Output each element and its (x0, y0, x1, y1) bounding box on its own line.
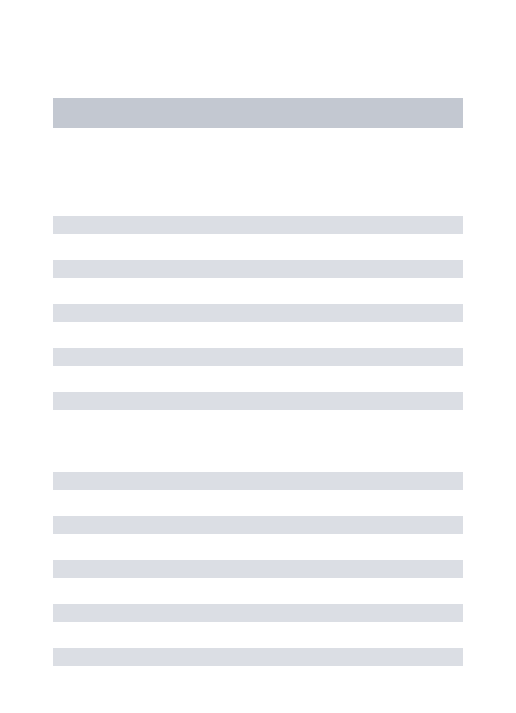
text-line-placeholder (53, 604, 463, 622)
text-line-placeholder (53, 472, 463, 490)
text-line-placeholder (53, 392, 463, 410)
text-line-placeholder (53, 260, 463, 278)
document-page (0, 0, 516, 713)
text-line-placeholder (53, 516, 463, 534)
text-line-placeholder (53, 560, 463, 578)
text-line-placeholder (53, 648, 463, 666)
header-placeholder (53, 98, 463, 128)
text-line-placeholder (53, 348, 463, 366)
section-gap (53, 436, 463, 472)
content-lines (53, 216, 463, 666)
text-line-placeholder (53, 304, 463, 322)
text-line-placeholder (53, 216, 463, 234)
